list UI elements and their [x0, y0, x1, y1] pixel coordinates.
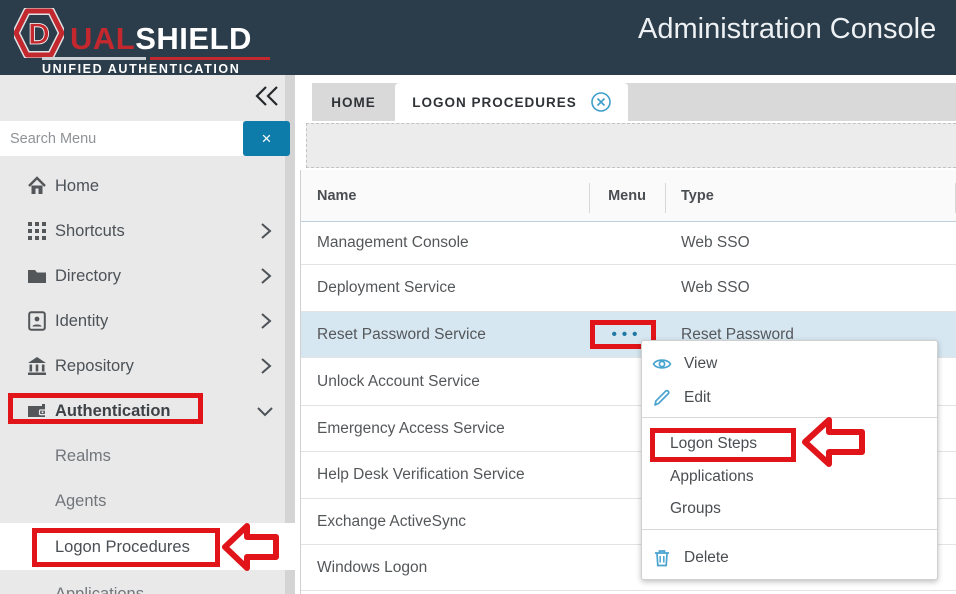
tab-close-icon[interactable] [590, 92, 611, 112]
cell-name: Management Console [317, 234, 469, 251]
menu-item-label: Delete [684, 549, 729, 566]
chevron-right-icon [256, 357, 274, 375]
tab-home[interactable]: HOME [312, 83, 395, 121]
double-chevron-left-icon [255, 86, 278, 106]
menu-item-label: View [684, 355, 718, 372]
table-row[interactable]: Management Console Web SSO [301, 222, 956, 265]
sidebar-collapse-button[interactable] [254, 84, 284, 110]
trash-icon [652, 548, 672, 568]
sidebar-item-directory[interactable]: Directory [0, 254, 295, 298]
table-header: Name Menu Type [301, 170, 956, 222]
sidebar-item-identity[interactable]: Identity [0, 299, 295, 343]
toolbar-drop-area [306, 123, 956, 168]
cell-name: Help Desk Verification Service [317, 466, 525, 483]
svg-text:D: D [28, 18, 50, 51]
sidebar: × Home Shortcuts [0, 75, 295, 594]
cell-name: Emergency Access Service [317, 419, 505, 437]
sidebar-subitem-label: Agents [55, 491, 107, 510]
sidebar-item-label: Shortcuts [55, 221, 125, 240]
column-separator [589, 183, 590, 213]
sidebar-subitem-label: Realms [55, 446, 111, 465]
sidebar-item-applications[interactable]: Applications [0, 574, 295, 594]
tab-logon-procedures[interactable]: LOGON PROCEDURES [395, 83, 628, 121]
menu-item-label: Logon Steps [670, 435, 758, 452]
sidebar-item-logon-procedures[interactable]: Logon Procedures [0, 524, 295, 571]
app-header: D UALSHIELD UNIFIED AUTHENTICATION Admin… [0, 0, 956, 76]
menu-separator [642, 529, 937, 530]
menu-item-delete[interactable]: Delete [642, 539, 937, 577]
sidebar-item-realms[interactable]: Realms [0, 434, 295, 478]
sidebar-item-agents[interactable]: Agents [0, 479, 295, 523]
shield-logo-icon: D [14, 8, 64, 58]
menu-item-edit[interactable]: Edit [642, 381, 937, 415]
sidebar-item-label: Directory [55, 266, 122, 285]
column-header-menu[interactable]: Menu [608, 188, 646, 204]
sidebar-subitem-label: Logon Procedures [55, 538, 190, 556]
row-actions-button[interactable]: ••• [611, 326, 643, 343]
table-row[interactable]: Deployment Service Web SSO [301, 265, 956, 312]
table-row-selected[interactable]: Reset Password Service ••• Reset Passwor… [301, 312, 956, 358]
sidebar-item-label: Authentication [55, 401, 171, 420]
sidebar-item-shortcuts[interactable]: Shortcuts [0, 209, 295, 253]
folder-icon [27, 266, 47, 286]
menu-item-label: Applications [670, 468, 754, 485]
brand-underline-silver [42, 57, 146, 60]
sidebar-search: × [0, 121, 295, 156]
search-clear-button[interactable]: × [243, 121, 290, 156]
brand-dual: UAL [70, 21, 136, 56]
sidebar-item-home[interactable]: Home [0, 164, 295, 208]
page-title: Administration Console [638, 13, 937, 45]
cell-type: Web SSO [681, 279, 750, 296]
column-separator [665, 183, 666, 213]
menu-separator [642, 417, 937, 418]
cell-name: Windows Logon [317, 558, 428, 576]
tab-label: LOGON PROCEDURES [412, 94, 577, 110]
menu-item-view[interactable]: View [642, 347, 937, 381]
home-icon [27, 176, 47, 196]
cell-name: Unlock Account Service [317, 372, 480, 390]
sidebar-item-label: Home [55, 176, 100, 195]
sidebar-item-label: Identity [55, 311, 109, 330]
dualshield-logo: D UALSHIELD UNIFIED AUTHENTICATION [12, 6, 272, 76]
chevron-right-icon [256, 312, 274, 330]
search-input[interactable] [0, 121, 243, 156]
menu-item-label: Edit [684, 389, 711, 406]
wallet-icon [27, 401, 47, 421]
menu-item-logon-steps[interactable]: Logon Steps [642, 427, 937, 461]
chevron-right-icon [256, 267, 274, 285]
tab-bar: HOME LOGON PROCEDURES [312, 83, 956, 121]
row-context-menu: View Edit Logon Steps Applications Group… [641, 340, 938, 580]
cell-name: Deployment Service [317, 279, 456, 296]
table-body: Management Console Web SSO Deployment Se… [301, 222, 956, 591]
sidebar-scrollbar[interactable] [285, 75, 295, 594]
chevron-down-icon [256, 402, 274, 420]
menu-item-label: Groups [670, 500, 721, 517]
column-header-name[interactable]: Name [317, 188, 357, 204]
grid-icon [27, 221, 47, 241]
menu-item-applications[interactable]: Applications [642, 461, 937, 493]
bank-icon [27, 356, 47, 376]
eye-icon [652, 354, 672, 374]
id-card-icon [27, 311, 47, 331]
brand-underline-red [150, 57, 270, 60]
pencil-icon [652, 388, 672, 408]
brand-shield: SHIELD [135, 21, 252, 56]
cell-name: Exchange ActiveSync [317, 512, 467, 530]
brand-tagline: UNIFIED AUTHENTICATION [42, 62, 241, 76]
sidebar-item-repository[interactable]: Repository [0, 344, 295, 388]
chevron-right-icon [256, 222, 274, 240]
cell-name: Reset Password Service [317, 325, 486, 343]
tab-label: HOME [331, 94, 376, 110]
cell-type: Reset Password [681, 325, 794, 343]
sidebar-item-label: Repository [55, 356, 134, 375]
sidebar-item-authentication[interactable]: Authentication [0, 389, 295, 433]
cell-type: Web SSO [681, 234, 750, 251]
column-header-type[interactable]: Type [681, 188, 714, 204]
brand-name: UALSHIELD [70, 21, 252, 57]
logon-procedures-table: Name Menu Type Management Console Web SS… [300, 170, 956, 594]
menu-item-groups[interactable]: Groups [642, 493, 937, 525]
sidebar-subitem-label: Applications [55, 584, 144, 594]
